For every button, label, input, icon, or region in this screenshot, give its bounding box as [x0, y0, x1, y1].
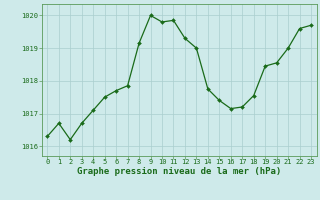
X-axis label: Graphe pression niveau de la mer (hPa): Graphe pression niveau de la mer (hPa)	[77, 167, 281, 176]
